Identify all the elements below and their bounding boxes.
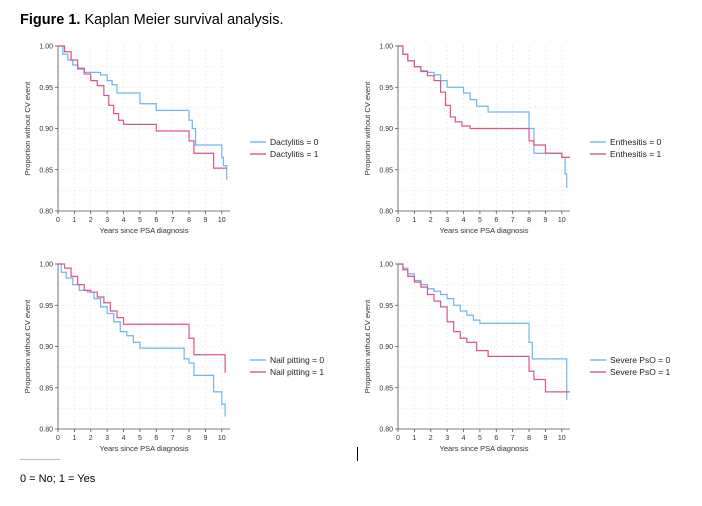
y-tick-label: 0.90 xyxy=(39,344,53,351)
x-tick-label: 0 xyxy=(396,435,400,442)
x-tick-label: 4 xyxy=(462,217,466,224)
x-tick-label: 2 xyxy=(429,435,433,442)
y-tick-label: 0.90 xyxy=(379,344,393,351)
legend-label-0: Severe PsO = 0 xyxy=(610,355,671,365)
y-tick-label: 1.00 xyxy=(379,262,393,269)
x-tick-label: 8 xyxy=(527,435,531,442)
x-tick-label: 7 xyxy=(511,435,515,442)
y-tick-label: 0.80 xyxy=(39,209,53,216)
km-chart-nail-pitting: 0.80 0.85 0.90 0.95 1.00 0 1 2 3 4 5 6 7 8 9 10 Years si… xyxy=(23,262,324,454)
series-line-0 xyxy=(58,263,226,417)
y-tick-label: 0.85 xyxy=(379,385,393,392)
y-tick-label: 0.90 xyxy=(379,126,393,133)
figure-title-text: Kaplan Meier survival analysis. xyxy=(80,12,284,28)
x-tick-label: 3 xyxy=(445,435,449,442)
grid xyxy=(398,264,570,429)
legend-label-1: Nail pitting = 1 xyxy=(270,367,324,377)
x-tick-label: 1 xyxy=(412,435,416,442)
x-tick-label: 10 xyxy=(558,217,566,224)
x-tick-label: 9 xyxy=(543,435,547,442)
series-line-1 xyxy=(398,45,570,158)
x-tick-label: 5 xyxy=(478,217,482,224)
x-tick-label: 10 xyxy=(218,435,226,442)
x-tick-label: 4 xyxy=(462,435,466,442)
y-axis-label: Proportion without CV event xyxy=(23,81,32,175)
x-tick-label: 4 xyxy=(122,435,126,442)
y-tick-label: 0.85 xyxy=(39,167,53,174)
x-tick-label: 10 xyxy=(558,435,566,442)
x-tick-label: 6 xyxy=(494,217,498,224)
y-tick-label: 0.90 xyxy=(39,126,53,133)
x-tick-label: 9 xyxy=(203,217,207,224)
x-tick-label: 0 xyxy=(396,217,400,224)
y-tick-label: 0.80 xyxy=(39,427,53,434)
x-tick-label: 8 xyxy=(527,217,531,224)
x-tick-label: 8 xyxy=(187,217,191,224)
x-axis-label: Years since PSA diagnosis xyxy=(100,444,189,453)
series-line-0 xyxy=(58,45,228,180)
x-tick-label: 9 xyxy=(543,217,547,224)
km-chart-dactylitis: 0.80 0.85 0.90 0.95 1.00 0 1 2 3 4 5 6 7 8 9 10 Years si… xyxy=(23,44,319,236)
x-tick-label: 2 xyxy=(89,435,93,442)
x-tick-label: 1 xyxy=(72,217,76,224)
x-axis-label: Years since PSA diagnosis xyxy=(440,444,529,453)
y-tick-label: 1.00 xyxy=(379,44,393,51)
figure-title-lead: Figure 1. xyxy=(20,12,81,28)
legend-label-0: Dactylitis = 0 xyxy=(270,137,319,147)
km-chart-enthesitis: 0.80 0.85 0.90 0.95 1.00 0 1 2 3 4 5 6 7 8 9 10 Years si… xyxy=(363,44,662,236)
x-tick-label: 5 xyxy=(138,217,142,224)
series-line-1 xyxy=(58,45,227,169)
y-axis-label: Proportion without CV event xyxy=(23,299,32,393)
legend-label-0: Enthesitis = 0 xyxy=(610,137,662,147)
x-tick-label: 6 xyxy=(494,435,498,442)
x-axis-label: Years since PSA diagnosis xyxy=(440,226,529,235)
footnote-separator xyxy=(20,459,60,460)
x-tick-label: 1 xyxy=(412,217,416,224)
legend-label-1: Severe PsO = 1 xyxy=(610,367,671,377)
text-cursor xyxy=(357,447,358,461)
y-tick-label: 0.95 xyxy=(379,303,393,310)
y-tick-label: 1.00 xyxy=(39,44,53,51)
series-line-0 xyxy=(398,45,568,188)
x-tick-label: 7 xyxy=(171,435,175,442)
x-axis-label: Years since PSA diagnosis xyxy=(100,226,189,235)
y-tick-label: 0.85 xyxy=(39,385,53,392)
series-line-1 xyxy=(58,263,226,373)
y-tick-label: 0.95 xyxy=(39,85,53,92)
y-tick-label: 0.95 xyxy=(379,85,393,92)
x-tick-label: 7 xyxy=(511,217,515,224)
legend-label-1: Enthesitis = 1 xyxy=(610,149,662,159)
x-tick-label: 5 xyxy=(138,435,142,442)
y-axis-label: Proportion without CV event xyxy=(363,299,372,393)
x-tick-label: 2 xyxy=(89,217,93,224)
y-axis-label: Proportion without CV event xyxy=(363,81,372,175)
legend-label-1: Dactylitis = 1 xyxy=(270,149,319,159)
x-tick-label: 6 xyxy=(154,435,158,442)
grid xyxy=(58,46,230,211)
x-tick-label: 9 xyxy=(203,435,207,442)
x-tick-label: 5 xyxy=(478,435,482,442)
legend-label-0: Nail pitting = 0 xyxy=(270,355,324,365)
y-tick-label: 0.95 xyxy=(39,303,53,310)
y-tick-label: 0.80 xyxy=(379,427,393,434)
y-tick-label: 1.00 xyxy=(39,262,53,269)
km-chart-severe-pso: 0.80 0.85 0.90 0.95 1.00 0 1 2 3 4 5 6 7 8 9 10 Years si… xyxy=(363,262,671,454)
x-tick-label: 3 xyxy=(105,217,109,224)
x-tick-label: 8 xyxy=(187,435,191,442)
x-tick-label: 10 xyxy=(218,217,226,224)
series-line-1 xyxy=(398,263,570,393)
x-tick-label: 4 xyxy=(122,217,126,224)
x-tick-label: 0 xyxy=(56,435,60,442)
y-tick-label: 0.80 xyxy=(379,209,393,216)
x-tick-label: 6 xyxy=(154,217,158,224)
x-tick-label: 3 xyxy=(105,435,109,442)
figure-title: Figure 1. Kaplan Meier survival analysis… xyxy=(20,12,284,28)
footnote: 0 = No; 1 = Yes xyxy=(20,473,96,485)
x-tick-label: 0 xyxy=(56,217,60,224)
x-tick-label: 2 xyxy=(429,217,433,224)
x-tick-label: 7 xyxy=(171,217,175,224)
x-tick-label: 3 xyxy=(445,217,449,224)
y-tick-label: 0.85 xyxy=(379,167,393,174)
x-tick-label: 1 xyxy=(72,435,76,442)
